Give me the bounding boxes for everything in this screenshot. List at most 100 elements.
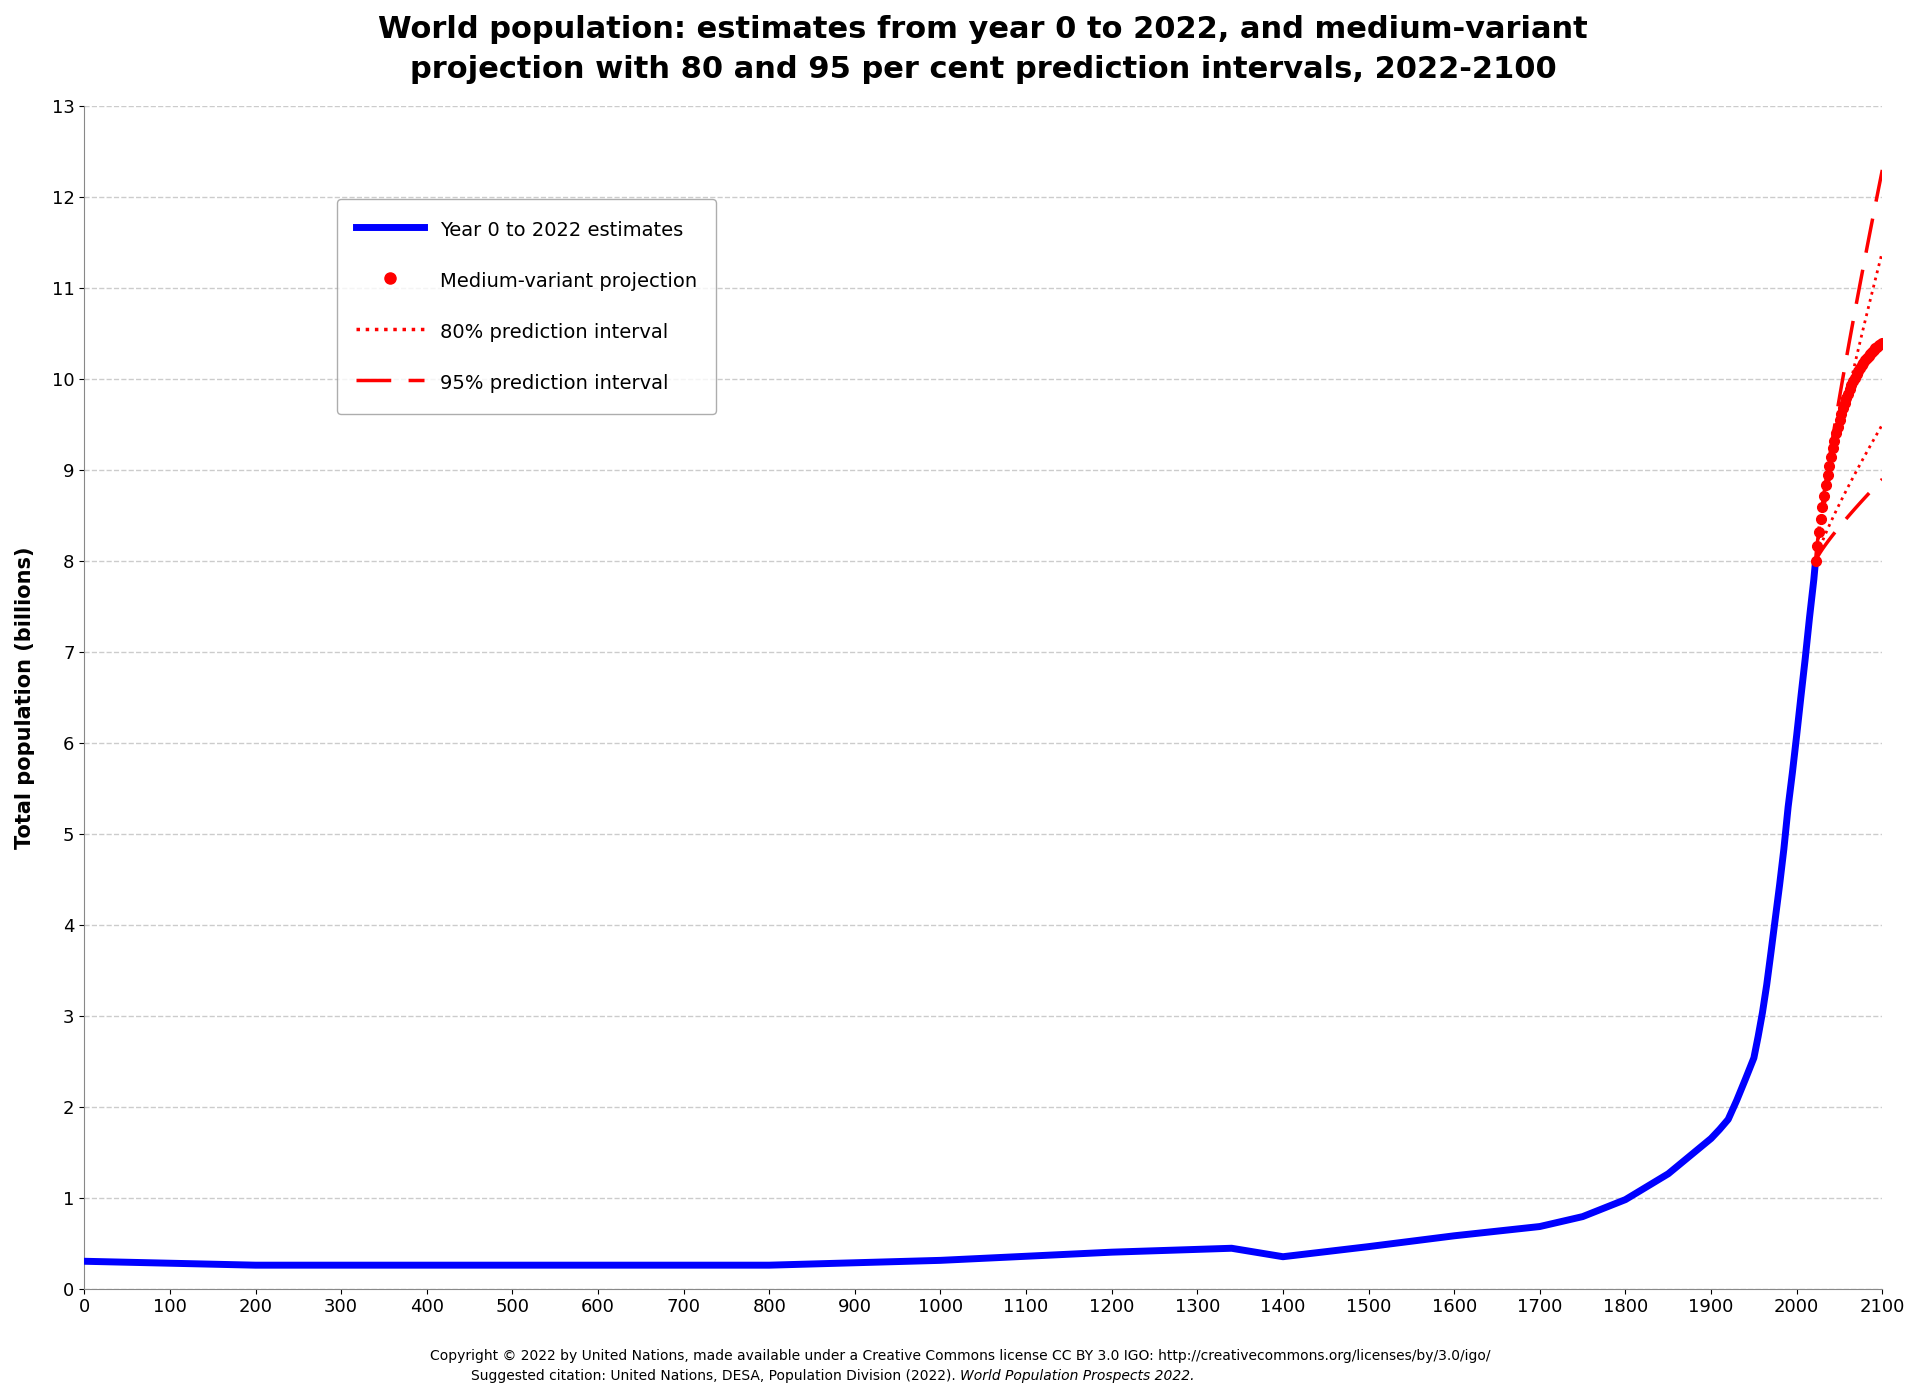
Medium-variant projection xyxy=(1866,339,1889,355)
Year 0 to 2022 estimates xyxy=(1751,1004,1774,1020)
Medium-variant projection xyxy=(1859,346,1882,362)
Year 0 to 2022 estimates xyxy=(1797,609,1820,626)
Year 0 to 2022 estimates xyxy=(73,1253,96,1270)
95% prediction interval xyxy=(1822,424,1845,441)
Text: World Population Prospects 2022.: World Population Prospects 2022. xyxy=(960,1369,1194,1383)
80% prediction interval xyxy=(1843,358,1866,375)
Medium-variant projection xyxy=(1862,342,1885,358)
Medium-variant projection xyxy=(1855,350,1878,367)
Year 0 to 2022 estimates xyxy=(1747,1027,1770,1044)
Medium-variant projection xyxy=(1805,552,1828,569)
Year 0 to 2022 estimates xyxy=(1357,1238,1380,1255)
Medium-variant projection xyxy=(1860,343,1884,360)
Y-axis label: Total population (billions): Total population (billions) xyxy=(15,546,35,849)
Year 0 to 2022 estimates xyxy=(1100,1243,1123,1260)
95% prediction interval xyxy=(1830,374,1853,390)
Medium-variant projection xyxy=(1830,406,1853,422)
Year 0 to 2022 estimates xyxy=(1699,1131,1722,1147)
Medium-variant projection xyxy=(1843,369,1866,386)
Title: World population: estimates from year 0 to 2022, and medium-variant
projection w: World population: estimates from year 0 … xyxy=(378,15,1588,85)
Year 0 to 2022 estimates xyxy=(1768,877,1791,894)
Medium-variant projection xyxy=(1807,524,1830,541)
Year 0 to 2022 estimates xyxy=(1786,726,1809,743)
Medium-variant projection xyxy=(1828,411,1851,428)
Line: 95% prediction interval: 95% prediction interval xyxy=(1816,170,1882,560)
Medium-variant projection xyxy=(1868,336,1891,353)
Year 0 to 2022 estimates xyxy=(1755,976,1778,993)
Medium-variant projection xyxy=(1824,425,1847,442)
80% prediction interval xyxy=(1832,407,1855,424)
Year 0 to 2022 estimates xyxy=(244,1257,267,1274)
95% prediction interval xyxy=(1853,254,1876,270)
Medium-variant projection xyxy=(1805,538,1828,555)
Medium-variant projection xyxy=(1851,357,1874,374)
Year 0 to 2022 estimates xyxy=(758,1257,781,1274)
80% prediction interval xyxy=(1822,452,1845,468)
Year 0 to 2022 estimates xyxy=(1271,1249,1294,1266)
Medium-variant projection xyxy=(1837,385,1860,401)
Year 0 to 2022 estimates xyxy=(1759,944,1782,960)
Medium-variant projection xyxy=(1870,335,1893,351)
Year 0 to 2022 estimates xyxy=(586,1257,609,1274)
Medium-variant projection xyxy=(1818,457,1841,474)
Medium-variant projection xyxy=(1826,418,1849,435)
Medium-variant projection xyxy=(1809,512,1832,528)
Year 0 to 2022 estimates xyxy=(1764,910,1788,927)
Year 0 to 2022 estimates xyxy=(1709,1121,1732,1138)
Medium-variant projection xyxy=(1841,372,1864,389)
Medium-variant projection xyxy=(1847,362,1870,379)
Medium-variant projection xyxy=(1811,499,1834,516)
Medium-variant projection xyxy=(1814,477,1837,493)
Year 0 to 2022 estimates xyxy=(1772,841,1795,857)
Text: Suggested citation: United Nations, DESA, Population Division (2022).: Suggested citation: United Nations, DESA… xyxy=(470,1369,960,1383)
Medium-variant projection xyxy=(1853,351,1876,368)
Medium-variant projection xyxy=(1839,376,1862,393)
Year 0 to 2022 estimates xyxy=(1803,572,1826,588)
Year 0 to 2022 estimates xyxy=(1716,1111,1740,1128)
Medium-variant projection xyxy=(1849,360,1872,376)
95% prediction interval xyxy=(1832,369,1855,386)
80% prediction interval xyxy=(1870,244,1893,261)
Year 0 to 2022 estimates xyxy=(1734,1071,1757,1087)
Year 0 to 2022 estimates xyxy=(1657,1165,1680,1182)
Year 0 to 2022 estimates xyxy=(1741,1050,1764,1066)
Year 0 to 2022 estimates xyxy=(1571,1209,1594,1225)
Year 0 to 2022 estimates xyxy=(1528,1218,1551,1235)
Text: Copyright © 2022 by United Nations, made available under a Creative Commons lice: Copyright © 2022 by United Nations, made… xyxy=(430,1349,1490,1363)
Medium-variant projection xyxy=(1837,381,1860,397)
95% prediction interval xyxy=(1805,552,1828,569)
Year 0 to 2022 estimates xyxy=(415,1257,438,1274)
Legend: Year 0 to 2022 estimates, Medium-variant projection, 80% prediction interval, 95: Year 0 to 2022 estimates, Medium-variant… xyxy=(336,199,716,414)
Year 0 to 2022 estimates xyxy=(1782,764,1805,781)
Medium-variant projection xyxy=(1845,365,1868,382)
80% prediction interval xyxy=(1820,460,1843,477)
Medium-variant projection xyxy=(1820,449,1843,466)
Medium-variant projection xyxy=(1864,340,1887,357)
Line: Year 0 to 2022 estimates: Year 0 to 2022 estimates xyxy=(84,560,1816,1266)
95% prediction interval xyxy=(1843,308,1866,325)
Line: 80% prediction interval: 80% prediction interval xyxy=(1816,252,1882,560)
Year 0 to 2022 estimates xyxy=(1726,1092,1749,1108)
95% prediction interval xyxy=(1870,162,1893,178)
Year 0 to 2022 estimates xyxy=(1615,1192,1638,1209)
Medium-variant projection xyxy=(1857,347,1880,364)
Year 0 to 2022 estimates xyxy=(1789,687,1812,704)
95% prediction interval xyxy=(1820,435,1843,452)
Medium-variant projection xyxy=(1822,432,1845,449)
80% prediction interval xyxy=(1830,411,1853,428)
Year 0 to 2022 estimates xyxy=(929,1252,952,1269)
Year 0 to 2022 estimates xyxy=(1219,1239,1242,1256)
Medium-variant projection xyxy=(1868,337,1891,354)
Medium-variant projection xyxy=(1822,441,1845,457)
80% prediction interval xyxy=(1853,316,1876,333)
Year 0 to 2022 estimates xyxy=(1805,552,1828,569)
Line: Medium-variant projection: Medium-variant projection xyxy=(1811,337,1887,566)
Medium-variant projection xyxy=(1812,488,1836,505)
Year 0 to 2022 estimates xyxy=(1442,1228,1465,1245)
Medium-variant projection xyxy=(1832,400,1855,417)
Year 0 to 2022 estimates xyxy=(1793,650,1816,666)
Medium-variant projection xyxy=(1816,467,1839,484)
Medium-variant projection xyxy=(1853,354,1876,371)
Medium-variant projection xyxy=(1836,390,1859,407)
Year 0 to 2022 estimates xyxy=(1776,799,1799,815)
